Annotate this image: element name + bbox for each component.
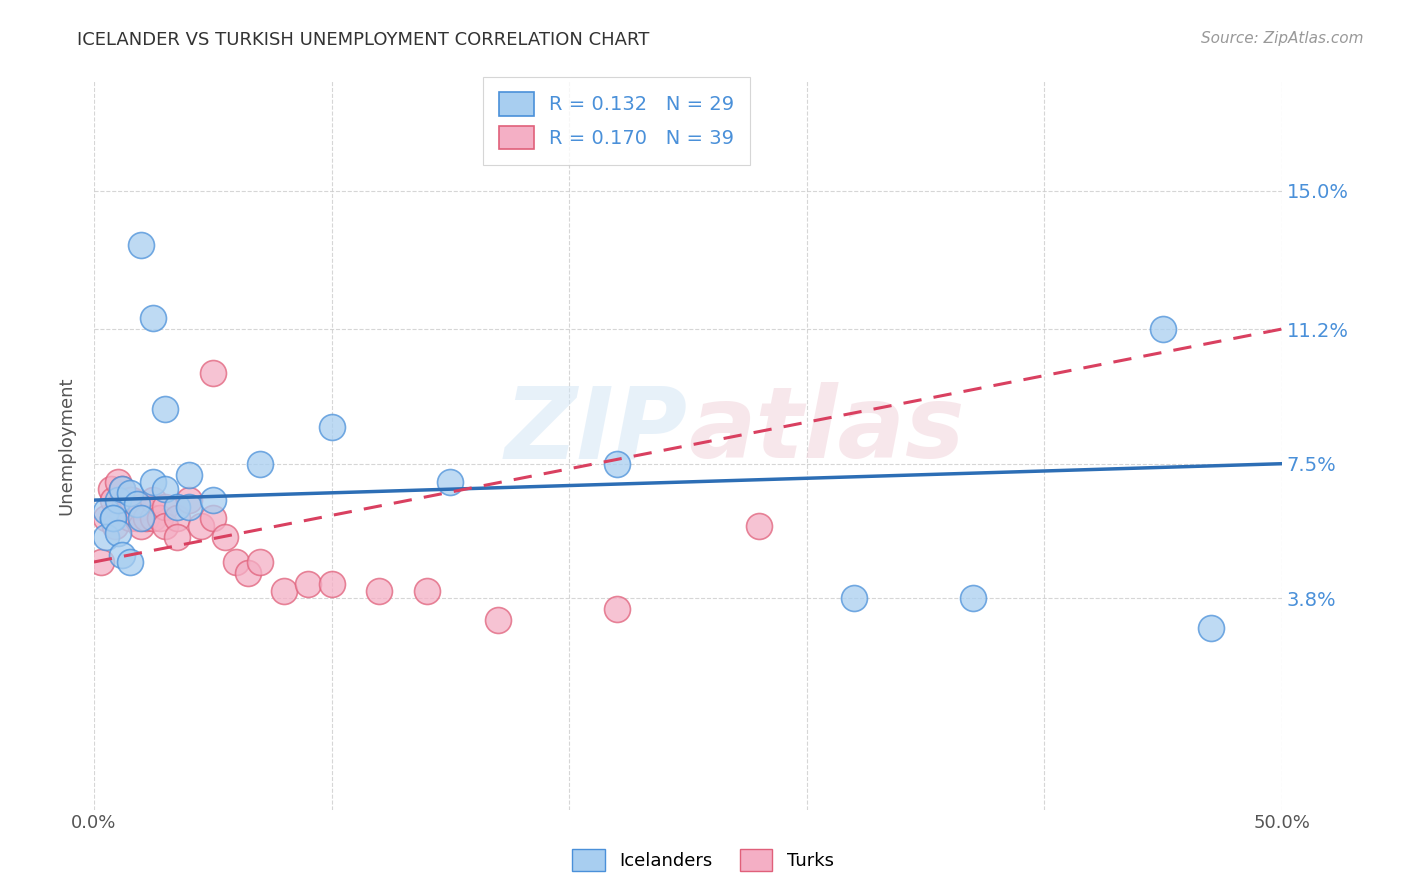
Point bbox=[190, 518, 212, 533]
Point bbox=[1152, 322, 1174, 336]
Point bbox=[606, 602, 628, 616]
Point bbox=[201, 493, 224, 508]
Point bbox=[166, 500, 188, 515]
Point bbox=[177, 500, 200, 515]
Point bbox=[149, 511, 172, 525]
Point bbox=[131, 500, 153, 515]
Point bbox=[201, 511, 224, 525]
Point bbox=[238, 566, 260, 580]
Point bbox=[104, 518, 127, 533]
Point bbox=[101, 493, 124, 508]
Point bbox=[486, 613, 509, 627]
Point bbox=[101, 511, 124, 525]
Point bbox=[249, 555, 271, 569]
Text: Source: ZipAtlas.com: Source: ZipAtlas.com bbox=[1201, 31, 1364, 46]
Point bbox=[131, 518, 153, 533]
Point bbox=[107, 500, 129, 515]
Point bbox=[107, 475, 129, 489]
Point bbox=[415, 584, 437, 599]
Point bbox=[131, 238, 153, 252]
Point bbox=[142, 511, 165, 525]
Point bbox=[155, 482, 177, 496]
Point bbox=[118, 485, 141, 500]
Y-axis label: Unemployment: Unemployment bbox=[58, 376, 75, 515]
Point bbox=[321, 420, 343, 434]
Point bbox=[90, 555, 112, 569]
Point bbox=[177, 493, 200, 508]
Point bbox=[118, 493, 141, 508]
Point bbox=[142, 475, 165, 489]
Point bbox=[121, 493, 143, 508]
Point bbox=[111, 548, 134, 562]
Point bbox=[273, 584, 295, 599]
Point bbox=[107, 493, 129, 508]
Point bbox=[94, 511, 117, 525]
Point bbox=[962, 591, 984, 606]
Point bbox=[142, 493, 165, 508]
Point bbox=[107, 525, 129, 540]
Point bbox=[606, 457, 628, 471]
Text: atlas: atlas bbox=[688, 383, 965, 479]
Point bbox=[297, 577, 319, 591]
Point bbox=[101, 511, 124, 525]
Point bbox=[125, 497, 148, 511]
Point bbox=[131, 511, 153, 525]
Point bbox=[201, 366, 224, 380]
Point bbox=[225, 555, 247, 569]
Point bbox=[748, 518, 770, 533]
Point bbox=[114, 497, 136, 511]
Point bbox=[166, 511, 188, 525]
Point bbox=[100, 482, 122, 496]
Point bbox=[111, 482, 134, 496]
Point bbox=[125, 511, 148, 525]
Point bbox=[166, 529, 188, 543]
Point bbox=[118, 511, 141, 525]
Point bbox=[118, 555, 141, 569]
Point bbox=[142, 311, 165, 326]
Point bbox=[155, 518, 177, 533]
Point bbox=[155, 500, 177, 515]
Point bbox=[249, 457, 271, 471]
Point bbox=[439, 475, 461, 489]
Point bbox=[94, 504, 117, 518]
Text: ZIP: ZIP bbox=[505, 383, 688, 479]
Legend: R = 0.132   N = 29, R = 0.170   N = 39: R = 0.132 N = 29, R = 0.170 N = 39 bbox=[484, 77, 749, 165]
Point bbox=[94, 529, 117, 543]
Point bbox=[844, 591, 866, 606]
Text: ICELANDER VS TURKISH UNEMPLOYMENT CORRELATION CHART: ICELANDER VS TURKISH UNEMPLOYMENT CORREL… bbox=[77, 31, 650, 49]
Point bbox=[135, 511, 157, 525]
Legend: Icelanders, Turks: Icelanders, Turks bbox=[565, 842, 841, 879]
Point bbox=[214, 529, 236, 543]
Point bbox=[368, 584, 391, 599]
Point bbox=[177, 467, 200, 482]
Point bbox=[111, 482, 134, 496]
Point bbox=[155, 402, 177, 417]
Point bbox=[321, 577, 343, 591]
Point bbox=[1199, 620, 1222, 634]
